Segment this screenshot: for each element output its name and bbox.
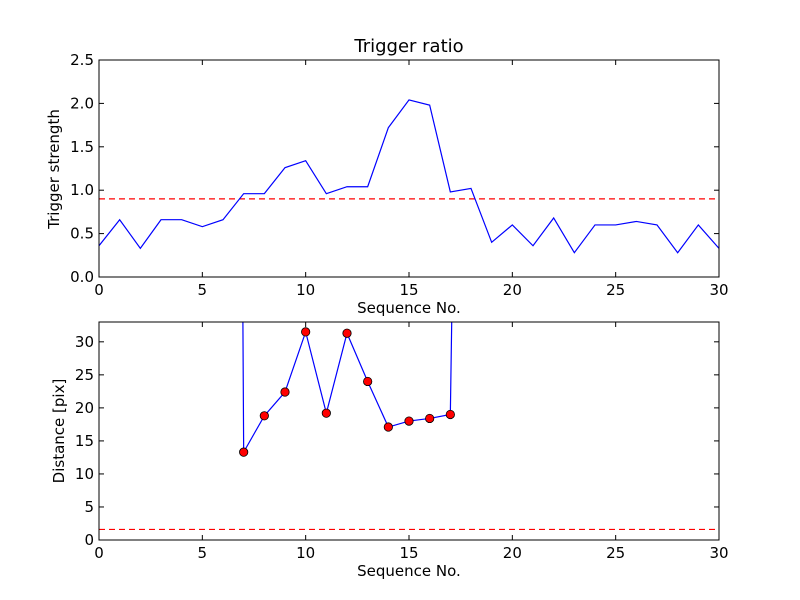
x-tick-label: 30 xyxy=(709,544,728,562)
y-tick-label: 10 xyxy=(75,465,94,483)
data-point xyxy=(239,447,249,457)
data-point xyxy=(301,327,311,337)
x-tick-label: 5 xyxy=(198,544,208,562)
y-tick-label: 0 xyxy=(84,531,94,549)
plot-area xyxy=(99,99,719,254)
y-tick-label: 25 xyxy=(75,366,94,384)
data-point xyxy=(259,411,269,421)
y-tick-label: 20 xyxy=(75,399,94,417)
y-tick-label: 0.0 xyxy=(70,268,94,286)
y-tick-label: 2.0 xyxy=(70,94,94,112)
data-point xyxy=(445,409,455,420)
x-tick-label: 10 xyxy=(296,544,315,562)
data-point xyxy=(280,387,290,397)
y-tick-label: 5 xyxy=(84,498,94,516)
y-tick-label: 2.5 xyxy=(70,51,94,69)
data-point xyxy=(425,413,435,424)
x-tick-label: 25 xyxy=(606,281,625,299)
x-tick-label: 5 xyxy=(198,281,208,299)
y-tick-label: 30 xyxy=(75,333,94,351)
y-axis-label: Distance [pix] xyxy=(50,379,68,484)
trigger-ratio-chart: Trigger ratio Sequence No. Trigger stren… xyxy=(45,36,729,317)
data-point xyxy=(363,376,373,387)
data-point xyxy=(342,328,352,338)
y-tick-label: 1.0 xyxy=(70,181,94,199)
y-tick-label: 1.5 xyxy=(70,138,94,156)
distance-chart: Sequence No. Distance [pix] 0 5 10 15 20 25 30… xyxy=(50,321,729,580)
x-tick-label: 30 xyxy=(709,281,728,299)
x-tick-label: 25 xyxy=(606,544,625,562)
x-tick-label: 20 xyxy=(503,281,522,299)
x-axis-label: Sequence No. xyxy=(357,299,461,317)
x-tick-label: 15 xyxy=(399,544,418,562)
data-point xyxy=(321,408,331,418)
x-tick-label: 0 xyxy=(94,281,104,299)
x-tick-label: 15 xyxy=(399,281,418,299)
y-tick-label: 0.5 xyxy=(70,225,94,243)
chart-title: Trigger ratio xyxy=(353,36,463,57)
x-tick-label: 0 xyxy=(94,544,104,562)
y-axis-label: Trigger strength xyxy=(45,109,63,230)
y-tick-label: 15 xyxy=(75,432,94,450)
x-tick-label: 20 xyxy=(503,544,522,562)
x-axis-label: Sequence No. xyxy=(357,562,461,580)
data-point xyxy=(404,416,414,426)
plot-area xyxy=(99,322,719,531)
x-tick-label: 10 xyxy=(296,281,315,299)
data-point xyxy=(383,422,393,432)
series-line xyxy=(99,99,719,254)
